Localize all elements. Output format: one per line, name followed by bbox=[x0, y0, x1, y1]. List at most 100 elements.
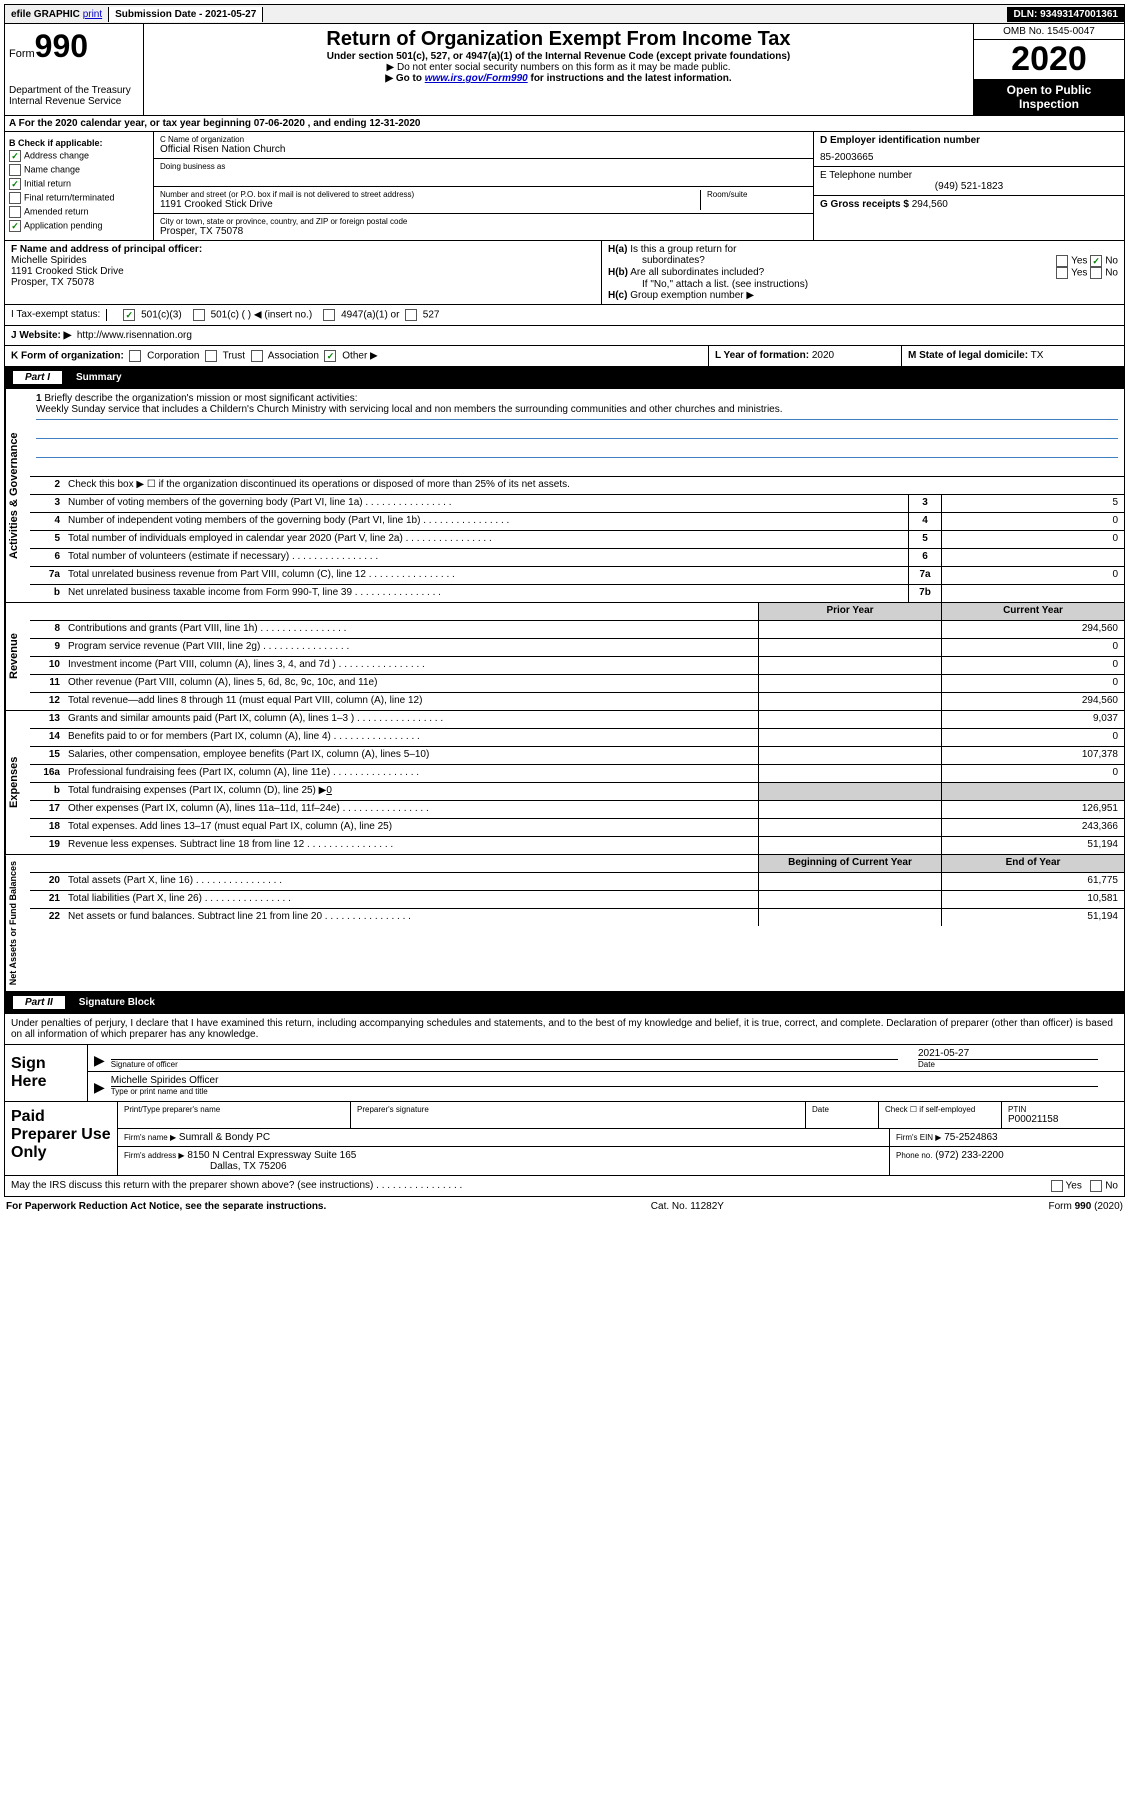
checkbox-application-pending[interactable]: ✓ bbox=[9, 220, 21, 232]
activities-governance: Activities & Governance 1 Briefly descri… bbox=[4, 389, 1125, 603]
checkbox-final-return[interactable] bbox=[9, 192, 21, 204]
v12: 294,560 bbox=[941, 693, 1124, 710]
officer-city: Prosper, TX 75078 bbox=[11, 277, 595, 288]
form-subtitle-1: Under section 501(c), 527, or 4947(a)(1)… bbox=[148, 51, 969, 62]
checkbox-hb-no[interactable] bbox=[1090, 267, 1102, 279]
gross-label: G Gross receipts $ bbox=[820, 199, 909, 210]
end-year-header: End of Year bbox=[941, 855, 1124, 872]
part1-number: Part I bbox=[11, 369, 64, 386]
v20: 61,775 bbox=[941, 873, 1124, 890]
side-label-expenses: Expenses bbox=[5, 711, 30, 854]
checkbox-trust[interactable] bbox=[205, 350, 217, 362]
line2: Check this box ▶ ☐ if the organization d… bbox=[64, 477, 1124, 494]
org-name-label: C Name of organization bbox=[160, 135, 807, 144]
line-k: K Form of organization: Corporation Trus… bbox=[5, 346, 708, 366]
form-header: Form990 Department of the Treasury Inter… bbox=[4, 24, 1125, 116]
checkbox-initial-return[interactable]: ✓ bbox=[9, 178, 21, 190]
omb-number: OMB No. 1545-0047 bbox=[974, 24, 1124, 40]
v21: 10,581 bbox=[941, 891, 1124, 908]
firm-name-label: Firm's name ▶ bbox=[124, 1133, 176, 1142]
firm-addr2: Dallas, TX 75206 bbox=[210, 1161, 287, 1172]
sign-date-label: Date bbox=[918, 1059, 1098, 1069]
v3: 5 bbox=[941, 495, 1124, 512]
line6: Total number of volunteers (estimate if … bbox=[64, 549, 908, 566]
instructions-link[interactable]: www.irs.gov/Form990 bbox=[425, 73, 528, 84]
v6 bbox=[941, 549, 1124, 566]
v15: 107,378 bbox=[941, 747, 1124, 764]
box-b-label: B Check if applicable: bbox=[9, 138, 103, 148]
line3: Number of voting members of the governin… bbox=[64, 495, 908, 512]
line-m: M State of legal domicile: TX bbox=[901, 346, 1124, 366]
part2-number: Part II bbox=[11, 994, 67, 1011]
sign-name-title: Michelle Spirides Officer bbox=[111, 1075, 1118, 1086]
website-row: J Website: ▶ http://www.risennation.org bbox=[4, 326, 1125, 346]
v11: 0 bbox=[941, 675, 1124, 692]
header-left: Form990 Department of the Treasury Inter… bbox=[5, 24, 144, 115]
phone-value: (949) 521-1823 bbox=[820, 181, 1118, 192]
checkbox-ha-no[interactable]: ✓ bbox=[1090, 255, 1102, 267]
sign-name-title-label: Type or print name and title bbox=[111, 1086, 1098, 1096]
checkbox-assoc[interactable] bbox=[251, 350, 263, 362]
box-b: B Check if applicable: ✓Address change N… bbox=[5, 132, 154, 240]
preparer-check-label: Check ☐ if self-employed bbox=[885, 1105, 995, 1114]
checkbox-discuss-yes[interactable] bbox=[1051, 1180, 1063, 1192]
line10: Investment income (Part VIII, column (A)… bbox=[64, 657, 758, 674]
checkbox-discuss-no[interactable] bbox=[1090, 1180, 1102, 1192]
net-assets-section: Net Assets or Fund Balances Beginning of… bbox=[4, 855, 1125, 992]
checkbox-amended-return[interactable] bbox=[9, 206, 21, 218]
v16a: 0 bbox=[941, 765, 1124, 782]
dln-label: DLN: 93493147001361 bbox=[1007, 7, 1124, 22]
preparer-name-label: Print/Type preparer's name bbox=[124, 1105, 344, 1114]
officer-street: 1191 Crooked Stick Drive bbox=[11, 266, 595, 277]
sig-officer-label: Signature of officer bbox=[111, 1059, 898, 1069]
page-footer: For Paperwork Reduction Act Notice, see … bbox=[4, 1197, 1125, 1216]
v9: 0 bbox=[941, 639, 1124, 656]
checkbox-address-change[interactable]: ✓ bbox=[9, 150, 21, 162]
checkbox-501c3[interactable]: ✓ bbox=[123, 309, 135, 321]
box-c: C Name of organization Official Risen Na… bbox=[154, 132, 814, 240]
tax-exempt-label: I Tax-exempt status: bbox=[11, 309, 107, 321]
preparer-phone-label: Phone no. bbox=[896, 1151, 932, 1160]
line16a: Professional fundraising fees (Part IX, … bbox=[64, 765, 758, 782]
discuss-row: May the IRS discuss this return with the… bbox=[4, 1176, 1125, 1197]
box-f: F Name and address of principal officer:… bbox=[5, 241, 601, 304]
ein-label: D Employer identification number bbox=[820, 135, 980, 146]
preparer-date-label: Date bbox=[812, 1105, 872, 1114]
v10: 0 bbox=[941, 657, 1124, 674]
line13: Grants and similar amounts paid (Part IX… bbox=[64, 711, 758, 728]
sign-here-label: Sign Here bbox=[5, 1045, 87, 1101]
form-title: Return of Organization Exempt From Incom… bbox=[148, 28, 969, 51]
prior-year-header: Prior Year bbox=[758, 603, 941, 620]
line4: Number of independent voting members of … bbox=[64, 513, 908, 530]
line1-label: Briefly describe the organization's miss… bbox=[44, 393, 357, 404]
checkbox-other[interactable]: ✓ bbox=[324, 350, 336, 362]
checkbox-hb-yes[interactable] bbox=[1056, 267, 1068, 279]
checkbox-corp[interactable] bbox=[129, 350, 141, 362]
preparer-block: Paid Preparer Use Only Print/Type prepar… bbox=[4, 1102, 1125, 1176]
declaration-text: Under penalties of perjury, I declare th… bbox=[4, 1014, 1125, 1045]
checkbox-ha-yes[interactable] bbox=[1056, 255, 1068, 267]
checkbox-527[interactable] bbox=[405, 309, 417, 321]
header-center: Return of Organization Exempt From Incom… bbox=[144, 24, 973, 115]
print-link[interactable]: print bbox=[83, 9, 102, 20]
room-label: Room/suite bbox=[707, 190, 807, 199]
checkbox-name-change[interactable] bbox=[9, 164, 21, 176]
line18: Total expenses. Add lines 13–17 (must eq… bbox=[64, 819, 758, 836]
gross-value: 294,560 bbox=[912, 199, 948, 210]
checkbox-501c[interactable] bbox=[193, 309, 205, 321]
arrow-icon: ▶ bbox=[94, 1052, 105, 1069]
city-value: Prosper, TX 75078 bbox=[160, 226, 807, 237]
line7b: Net unrelated business taxable income fr… bbox=[64, 585, 908, 602]
tax-exempt-options: ✓ 501(c)(3) 501(c) ( ) ◀ (insert no.) 49… bbox=[107, 309, 1118, 321]
website-value: http://www.risennation.org bbox=[77, 330, 192, 341]
line9: Program service revenue (Part VIII, line… bbox=[64, 639, 758, 656]
revenue-section: Revenue Prior YearCurrent Year 8Contribu… bbox=[4, 603, 1125, 711]
v19: 51,194 bbox=[941, 837, 1124, 854]
v22: 51,194 bbox=[941, 909, 1124, 926]
checkbox-4947a1[interactable] bbox=[323, 309, 335, 321]
tax-year: 2020 bbox=[974, 40, 1124, 79]
part2-title: Signature Block bbox=[73, 995, 161, 1010]
phone-label: E Telephone number bbox=[820, 170, 1118, 181]
form-number: Form990 bbox=[9, 28, 139, 65]
line20: Total assets (Part X, line 16) bbox=[64, 873, 758, 890]
